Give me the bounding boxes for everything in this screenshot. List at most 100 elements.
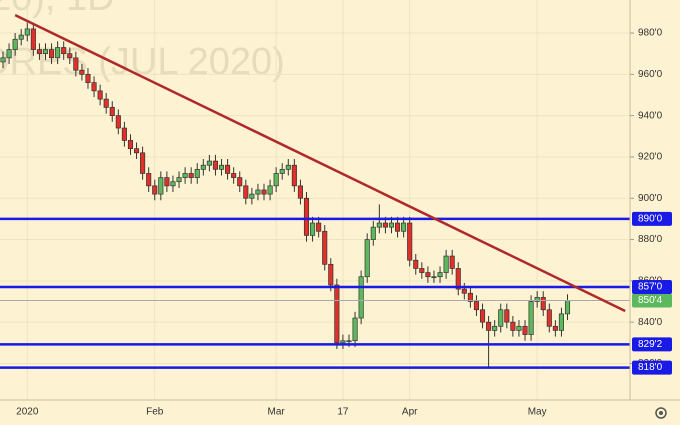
candle-body <box>431 276 437 279</box>
candle-body <box>461 288 467 294</box>
x-tick-label: Mar <box>268 407 286 418</box>
candle-body <box>115 115 121 129</box>
plot-layer <box>0 13 630 369</box>
candle-body <box>225 164 231 174</box>
candle-body <box>510 321 516 331</box>
candle-body <box>206 160 212 166</box>
candle-body <box>152 185 158 195</box>
candle-body <box>370 226 376 240</box>
candle-body <box>388 222 395 228</box>
settings-gear-center <box>659 411 663 415</box>
candle-body <box>479 309 486 323</box>
candle-body <box>194 168 200 178</box>
x-tick-label: Apr <box>402 407 418 418</box>
current-price-tag <box>632 293 672 308</box>
candle-body <box>61 47 67 55</box>
candle-body <box>516 325 522 331</box>
candle-body <box>486 321 492 331</box>
candle-body <box>346 340 352 343</box>
level-tag <box>632 280 672 295</box>
candle-body <box>310 222 316 236</box>
candle-body <box>91 82 97 92</box>
candle-body <box>564 300 571 315</box>
candle-body <box>127 140 134 150</box>
trendline <box>14 13 626 313</box>
candle-body <box>382 222 388 228</box>
candle-body <box>30 28 36 50</box>
candle-body <box>376 222 382 228</box>
candle-body <box>212 160 219 170</box>
candle-body <box>164 177 170 187</box>
candle-body <box>176 177 182 183</box>
candle-body <box>552 325 558 331</box>
candle-body <box>316 222 322 232</box>
level-label: 857'0 <box>638 282 663 293</box>
candle-body <box>401 222 407 232</box>
candle-body <box>279 168 285 174</box>
level-tag <box>632 211 672 226</box>
candle-body <box>121 127 127 141</box>
level-tag <box>632 337 672 352</box>
x-tick-label: May <box>528 407 547 418</box>
candle-body <box>443 255 449 273</box>
candle-body <box>237 177 243 187</box>
y-tick-label: 880'0 <box>638 234 663 245</box>
candle-body <box>140 152 146 174</box>
candle-body <box>328 263 334 286</box>
x-tick-label: Feb <box>146 407 164 418</box>
candle-body <box>85 73 91 83</box>
candle-body <box>182 173 188 178</box>
candle-body <box>285 164 291 170</box>
candle-body <box>261 189 267 195</box>
candle-body <box>340 340 346 344</box>
candle-body <box>73 57 79 71</box>
candle-body <box>18 34 24 40</box>
candle-body <box>200 164 206 170</box>
candle-body <box>243 185 249 199</box>
candle-body <box>218 164 225 170</box>
candle-body <box>36 49 42 55</box>
candle-body <box>133 148 140 154</box>
candle-body <box>303 197 310 236</box>
candle-body <box>55 47 61 59</box>
candle-body <box>103 98 109 108</box>
x-tick-label: 2020 <box>16 407 39 418</box>
candle-body <box>358 276 364 319</box>
level-label: 818'0 <box>638 362 663 373</box>
candle-body <box>49 49 55 59</box>
current-price-label: 850'4 <box>638 295 663 306</box>
axis-layer: 980'0960'0940'0920'0900'0880'0860'0840'0… <box>16 28 672 418</box>
settings-icon[interactable] <box>655 407 667 419</box>
candle-body <box>364 239 370 278</box>
candle-body <box>291 164 297 187</box>
y-tick-label: 900'0 <box>638 193 663 204</box>
settings-gear[interactable] <box>655 407 667 419</box>
y-tick-label: 960'0 <box>638 69 663 80</box>
y-tick-label: 940'0 <box>638 110 663 121</box>
candle-body <box>0 57 6 63</box>
candle-body <box>395 222 401 232</box>
candle-body <box>42 49 49 55</box>
candle-body <box>407 222 413 261</box>
candle-body <box>413 259 419 269</box>
candle-body <box>146 173 152 187</box>
candle-body <box>528 301 534 335</box>
candle-body <box>249 193 255 199</box>
candle-body <box>6 49 12 59</box>
candle-body <box>24 28 30 36</box>
candle-body <box>12 38 18 50</box>
watermark: 20), 1D <box>0 0 115 19</box>
candle-body <box>297 185 303 199</box>
candle-body <box>546 309 552 327</box>
candle-body <box>67 53 73 59</box>
level-tag <box>632 360 672 375</box>
candle-body <box>522 325 528 335</box>
candle-body <box>498 309 504 327</box>
level-label: 829'2 <box>638 339 663 350</box>
candle-body <box>170 181 176 187</box>
candle-body <box>158 177 164 195</box>
y-tick-label: 980'0 <box>638 28 663 39</box>
candle-body <box>334 284 340 344</box>
